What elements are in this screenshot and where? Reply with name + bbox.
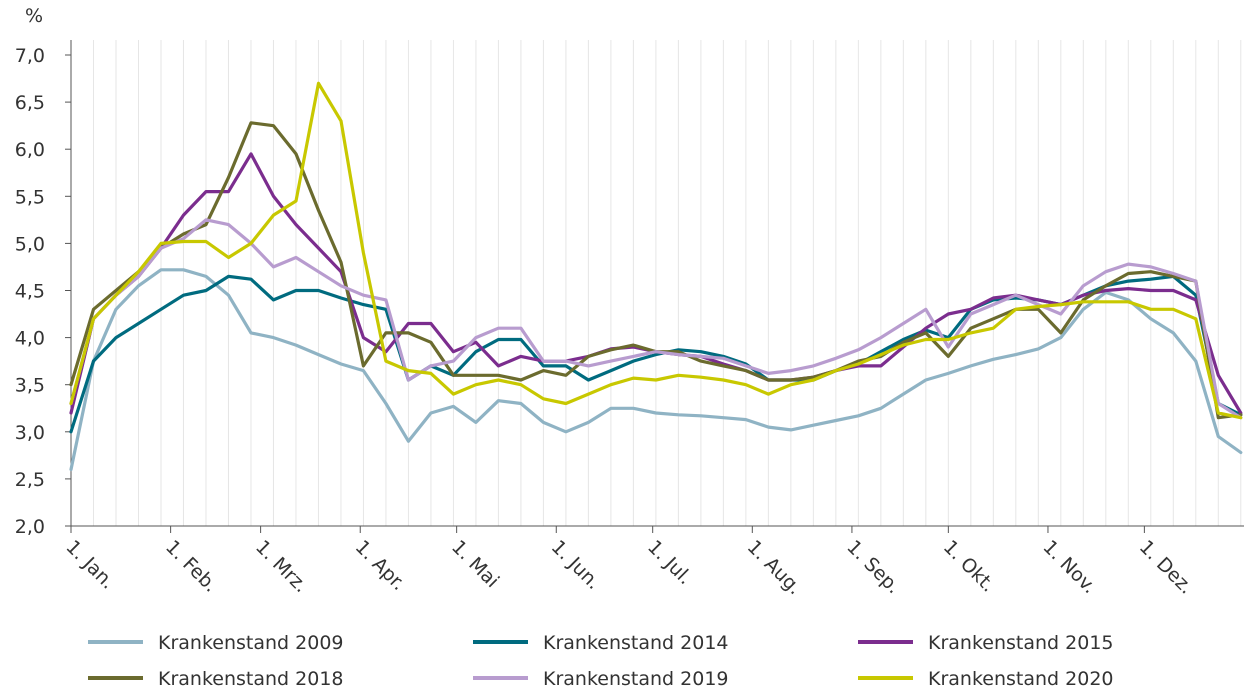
y-tick-label: 2,0 — [15, 516, 45, 538]
y-tick-label: 6,0 — [15, 139, 45, 161]
legend-label: Krankenstand 2014 — [543, 632, 729, 654]
x-tick-label: 1. Feb. — [161, 536, 222, 597]
y-tick-label: 6,5 — [15, 92, 45, 114]
series-line — [69, 81, 1243, 420]
y-tick-label: 3,0 — [15, 422, 45, 444]
x-tick-label: 1. Jan. — [61, 536, 119, 594]
y-tick-label: 4,0 — [15, 328, 45, 350]
y-tick-label: 2,5 — [15, 469, 45, 491]
y-tick-label: 5,5 — [15, 186, 45, 208]
x-tick-label: 1. Mai — [447, 536, 503, 592]
legend-label: Krankenstand 2018 — [158, 668, 344, 690]
y-tick-label: 4,5 — [15, 281, 45, 303]
legend-label: Krankenstand 2019 — [543, 668, 729, 690]
y-tick-label: 7,0 — [15, 45, 45, 67]
x-tick-label: 1. Sep. — [842, 536, 904, 598]
x-tick-label: 1. Jun. — [547, 536, 605, 594]
x-tick-label: 1. Okt. — [939, 536, 1000, 597]
x-tick-label: 1. Dez. — [1135, 536, 1198, 599]
x-tick-label: 1. Jul. — [643, 536, 696, 589]
legend-label: Krankenstand 2020 — [928, 668, 1114, 690]
x-tick-label: 1. Nov. — [1038, 536, 1100, 598]
legend-label: Krankenstand 2015 — [928, 632, 1114, 654]
legend-label: Krankenstand 2009 — [158, 632, 344, 654]
y-tick-label: 3,5 — [15, 375, 45, 397]
series-line — [69, 268, 1243, 472]
y-axis-label: % — [25, 5, 43, 27]
x-tick-label: 1. Apr. — [351, 536, 410, 595]
y-tick-label: 5,0 — [15, 233, 45, 255]
x-tick-label: 1. Mrz. — [251, 536, 312, 597]
series-line — [69, 218, 1243, 420]
x-tick-label: 1. Aug. — [743, 536, 806, 599]
